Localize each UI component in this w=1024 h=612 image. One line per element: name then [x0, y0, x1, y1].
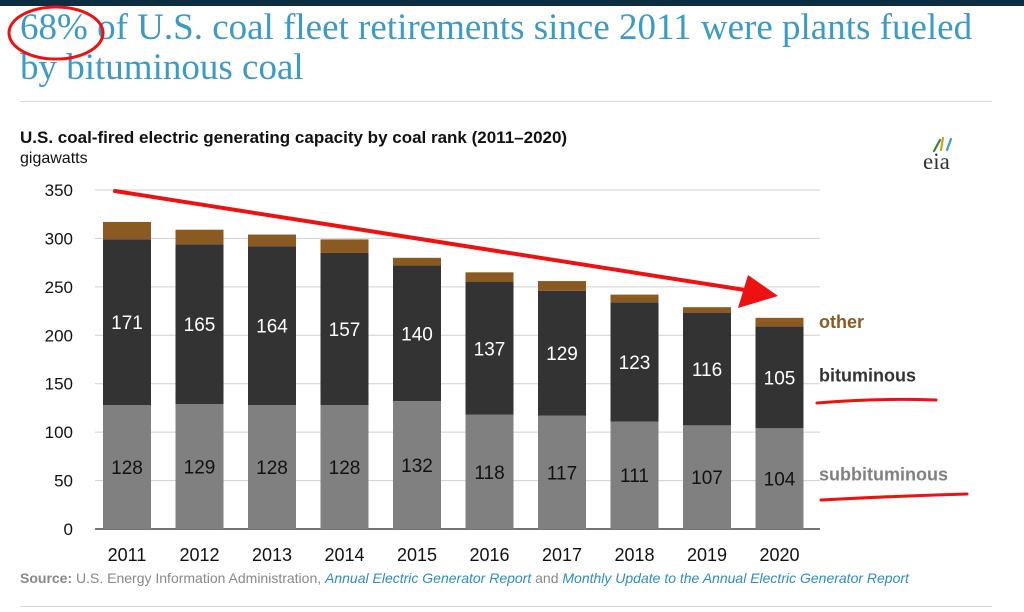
source-text-2: and [531, 570, 563, 586]
bar-subbituminous [465, 414, 514, 529]
bar-bituminous [393, 265, 441, 402]
bar-other [610, 294, 659, 303]
data-label-bituminous: 129 [546, 344, 578, 365]
x-tick-label: 2014 [324, 545, 364, 565]
annotation-underline-subbituminous [819, 492, 969, 502]
data-label-subbituminous: 128 [111, 458, 143, 479]
source-link-annual-report[interactable]: Annual Electric Generator Report [325, 570, 532, 586]
bar-other [465, 272, 514, 283]
bar-other [538, 281, 586, 291]
annotation-underline-bituminous [815, 397, 938, 405]
bar-other [175, 229, 224, 245]
bar-bituminous [683, 313, 731, 426]
legend-label-other: other [819, 312, 864, 332]
headline-text: of U.S. coal fleet retirements since 201… [20, 7, 973, 88]
bar-bituminous [538, 290, 586, 416]
y-tick-label: 0 [64, 520, 73, 539]
data-label-bituminous: 137 [474, 339, 506, 360]
bar-subbituminous [755, 428, 804, 529]
bar-bituminous [465, 282, 514, 415]
source-label: Source: [20, 570, 73, 586]
data-label-bituminous: 123 [619, 353, 651, 374]
bar-other [683, 307, 731, 314]
x-tick-label: 2017 [542, 545, 582, 565]
headline-highlight: 68% [20, 7, 88, 48]
data-label-subbituminous: 128 [329, 458, 361, 479]
bar-other [248, 234, 296, 247]
x-tick-label: 2012 [179, 545, 219, 565]
bar-other [393, 257, 441, 266]
bar-bituminous [103, 239, 151, 406]
data-label-subbituminous: 132 [401, 456, 433, 477]
data-label-subbituminous: 107 [691, 468, 723, 489]
bar-bituminous [320, 252, 369, 406]
legend-label-bituminous: bituminous [819, 365, 916, 385]
data-label-subbituminous: 118 [474, 463, 504, 484]
bar-bituminous [175, 244, 224, 405]
y-tick-label: 250 [45, 278, 73, 297]
bar-subbituminous [175, 404, 224, 529]
legend-label-subbituminous: subbituminous [819, 465, 948, 485]
y-tick-label: 50 [54, 472, 73, 491]
bar-bituminous [610, 302, 659, 422]
y-tick-label: 300 [45, 229, 73, 248]
source-link-monthly-update[interactable]: Monthly Update to the Annual Electric Ge… [562, 570, 909, 586]
bar-subbituminous [320, 405, 369, 529]
y-tick-label: 200 [45, 326, 73, 345]
data-label-bituminous: 116 [692, 360, 722, 381]
source-text-1: U.S. Energy Information Administration, [72, 570, 326, 586]
y-tick-label: 150 [45, 375, 73, 394]
bar-other [103, 221, 151, 240]
bar-other [755, 317, 804, 327]
annotation-arrow-shaft [113, 189, 747, 292]
bar-subbituminous [683, 425, 731, 529]
data-label-bituminous: 165 [184, 315, 216, 336]
eia-logo-text: eia [923, 149, 950, 174]
bar-subbituminous [538, 415, 586, 529]
bar-other [320, 239, 369, 253]
x-tick-label: 2015 [397, 545, 437, 565]
annotation-arrowhead [738, 275, 778, 308]
data-label-subbituminous: 117 [547, 463, 577, 484]
headline-divider [20, 101, 992, 102]
data-label-subbituminous: 104 [764, 470, 796, 491]
source-note: Source: U.S. Energy Information Administ… [20, 569, 1010, 587]
x-tick-label: 2018 [614, 545, 654, 565]
chart-title: U.S. coal-fired electric generating capa… [20, 128, 568, 147]
bar-subbituminous [393, 401, 441, 529]
x-tick-label: 2016 [469, 545, 509, 565]
data-label-bituminous: 140 [401, 324, 433, 345]
x-tick-label: 2019 [687, 545, 727, 565]
y-tick-label: 350 [45, 181, 73, 200]
bar-subbituminous [610, 421, 659, 529]
bar-subbituminous [248, 405, 296, 529]
bar-bituminous [755, 326, 804, 429]
data-label-bituminous: 164 [256, 317, 288, 338]
data-label-bituminous: 171 [111, 313, 143, 334]
source-divider [20, 606, 992, 607]
eia-logo-icon [932, 137, 953, 153]
data-label-subbituminous: 111 [620, 466, 649, 487]
bar-bituminous [248, 246, 296, 406]
headline: 68% of U.S. coal fleet retirements since… [20, 8, 1010, 88]
unit-label: gigawatts [20, 150, 88, 167]
bar-subbituminous [103, 405, 151, 529]
data-label-subbituminous: 129 [184, 458, 216, 479]
y-tick-label: 100 [45, 423, 73, 442]
data-label-bituminous: 157 [329, 320, 361, 341]
annotation-circle [7, 5, 105, 61]
data-label-subbituminous: 128 [256, 458, 288, 479]
x-tick-label: 2011 [108, 545, 147, 565]
x-tick-label: 2013 [252, 545, 292, 565]
data-label-bituminous: 105 [764, 368, 796, 389]
top-bar [0, 0, 1024, 6]
x-tick-label: 2020 [759, 545, 799, 565]
